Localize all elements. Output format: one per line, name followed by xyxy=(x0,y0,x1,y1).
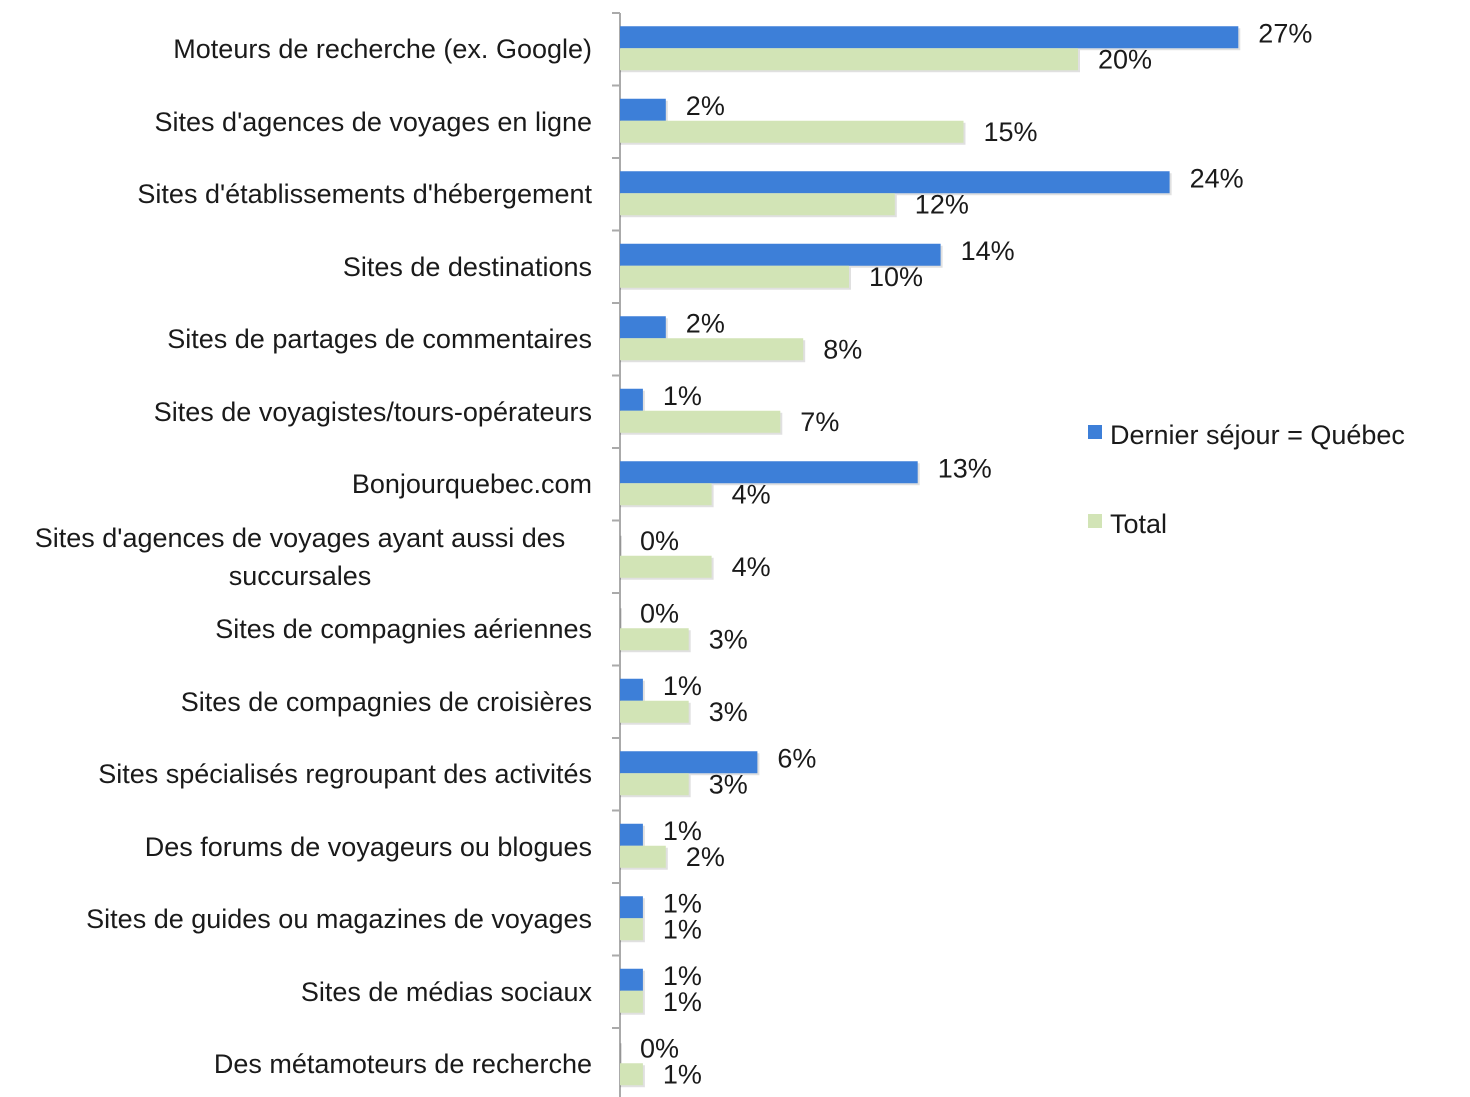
value-label: 2% xyxy=(686,308,725,338)
value-label: 1% xyxy=(663,914,702,944)
bar xyxy=(620,410,781,433)
category-text: Des forums de voyageurs ou blogues xyxy=(144,831,592,862)
value-label: 1% xyxy=(663,888,702,918)
bar xyxy=(620,48,1078,71)
category-text: Moteurs de recherche (ex. Google) xyxy=(173,34,592,65)
bar xyxy=(620,265,849,288)
category-text: Sites spécialisés regroupant des activit… xyxy=(98,759,592,790)
bar xyxy=(620,171,1170,194)
value-label: 0% xyxy=(640,526,679,556)
category-label: Des forums de voyageurs ou blogues xyxy=(0,828,592,866)
value-label: 2% xyxy=(686,91,725,121)
bar xyxy=(620,338,804,361)
bar xyxy=(620,120,964,143)
value-label: 8% xyxy=(823,334,862,364)
bar xyxy=(620,678,643,701)
value-label: 1% xyxy=(663,671,702,701)
bar xyxy=(620,243,941,266)
bar xyxy=(620,193,895,216)
value-label: 24% xyxy=(1190,163,1244,193)
category-text: Sites d'agences de voyages ayant aussi d… xyxy=(34,522,566,591)
value-label: 7% xyxy=(800,407,839,437)
legend-label: Total xyxy=(1110,509,1167,539)
bar-shadow xyxy=(620,1043,622,1066)
bar xyxy=(620,896,643,919)
value-label: 0% xyxy=(640,1033,679,1063)
bar xyxy=(620,823,643,846)
value-label: 12% xyxy=(915,189,969,219)
bar xyxy=(620,700,689,723)
category-text: Sites de destinations xyxy=(342,251,592,282)
value-label: 10% xyxy=(869,262,923,292)
category-text: Sites de compagnies de croisières xyxy=(180,686,592,717)
category-label: Sites de guides ou magazines de voyages xyxy=(0,900,592,938)
category-label: Sites d'agences de voyages en ligne xyxy=(0,103,592,141)
category-label: Sites spécialisés regroupant des activit… xyxy=(0,755,592,793)
value-label: 1% xyxy=(663,381,702,411)
category-label: Bonjourquebec.com xyxy=(0,465,592,503)
bar xyxy=(620,555,712,578)
value-label: 1% xyxy=(663,987,702,1017)
bar-shadow xyxy=(620,608,622,631)
bar xyxy=(620,388,643,411)
value-label: 3% xyxy=(709,769,748,799)
bar-shadow xyxy=(620,535,622,558)
category-label: Sites de destinations xyxy=(0,248,592,286)
value-label: 3% xyxy=(709,697,748,727)
category-text: Sites de voyagistes/tours-opérateurs xyxy=(153,396,592,427)
bar xyxy=(620,628,689,651)
category-text: Sites de partages de commentaires xyxy=(167,324,592,355)
category-text: Sites de guides ou magazines de voyages xyxy=(86,904,592,935)
value-label: 6% xyxy=(777,743,816,773)
category-text: Sites d'établissements d'hébergement xyxy=(137,179,592,210)
value-label: 2% xyxy=(686,842,725,872)
bar xyxy=(620,461,918,484)
bar xyxy=(620,751,758,774)
bar xyxy=(620,845,666,868)
legend-label: Dernier séjour = Québec xyxy=(1110,420,1405,450)
bar xyxy=(620,98,666,121)
value-label: 1% xyxy=(663,816,702,846)
bar xyxy=(620,26,1239,49)
bar xyxy=(620,773,689,796)
value-label: 4% xyxy=(732,479,771,509)
value-label: 1% xyxy=(663,1059,702,1089)
legend-swatch xyxy=(1088,514,1102,528)
category-label: Sites de médias sociaux xyxy=(0,973,592,1011)
legend-swatch xyxy=(1088,425,1102,439)
category-text: Sites de médias sociaux xyxy=(300,976,592,1007)
category-label: Moteurs de recherche (ex. Google) xyxy=(0,30,592,68)
category-label: Sites de partages de commentaires xyxy=(0,320,592,358)
value-label: 3% xyxy=(709,624,748,654)
value-label: 15% xyxy=(984,117,1038,147)
bar xyxy=(620,1063,643,1086)
bar xyxy=(620,483,712,506)
category-label: Sites d'agences de voyages ayant aussi d… xyxy=(0,519,592,595)
category-text: Sites d'agences de voyages en ligne xyxy=(154,106,592,137)
category-text: Sites de compagnies aériennes xyxy=(215,614,592,645)
category-label: Sites de compagnies aériennes xyxy=(0,610,592,648)
category-label: Sites d'établissements d'hébergement xyxy=(0,175,592,213)
bar xyxy=(620,316,666,339)
value-label: 27% xyxy=(1258,18,1312,48)
category-text: Bonjourquebec.com xyxy=(351,469,592,500)
bar xyxy=(620,990,643,1013)
bar xyxy=(620,968,643,991)
value-label: 4% xyxy=(732,552,771,582)
value-label: 0% xyxy=(640,598,679,628)
category-label: Sites de voyagistes/tours-opérateurs xyxy=(0,393,592,431)
category-label: Sites de compagnies de croisières xyxy=(0,683,592,721)
value-label: 20% xyxy=(1098,44,1152,74)
value-label: 1% xyxy=(663,961,702,991)
category-label: Des métamoteurs de recherche xyxy=(0,1045,592,1083)
value-label: 13% xyxy=(938,453,992,483)
bar xyxy=(620,918,643,941)
value-label: 14% xyxy=(961,236,1015,266)
category-text: Des métamoteurs de recherche xyxy=(213,1049,592,1080)
